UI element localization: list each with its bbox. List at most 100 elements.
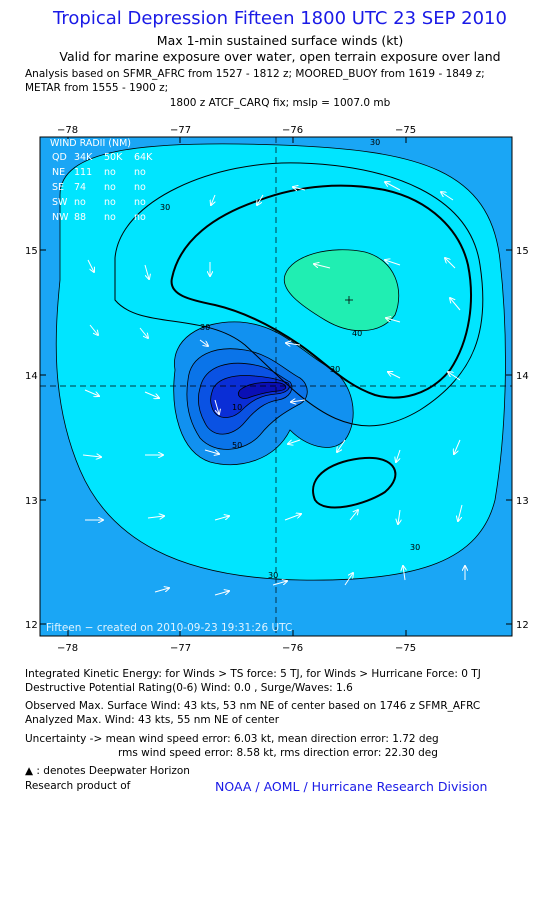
wind-vector-arrow [291,400,306,402]
wind-radii-cell: 88 [74,212,86,223]
wind-vector-arrow [293,187,306,190]
contour-label-30-nw: 30 [160,203,170,212]
wind-vector-arrow [214,516,229,521]
deepwater-legend: ▲ : denotes Deepwater Horizon [25,765,190,777]
lat-label-14-left: 14 [25,371,38,382]
analysis-sources: Analysis based on SFMR_AFRC from 1527 - … [25,67,485,95]
contour-label-30-s: 30 [268,571,278,580]
contour-label-30-se: 30 [410,543,420,552]
contour-label-30-w: 30 [200,323,210,332]
uncertainty-mean: Uncertainty -> mean wind speed error: 6.… [25,733,439,745]
wind-vector-arrow [445,258,456,269]
contour-lines [55,143,506,581]
wind-vector-arrow [403,566,405,581]
wind-vector-arrow [398,509,400,524]
uncertainty-rms: rms wind speed error: 8.58 kt, rms direc… [118,747,438,759]
wind-vector-arrow [337,439,346,452]
wind-vector-arrow [257,194,264,205]
contour-value-labels: 30 30 30 30 30 40 50 10 30 [160,138,420,580]
analysis-line-2: METAR from 1555 - 1900 z; [25,82,169,94]
creation-watermark: Fifteen − created on 2010-09-23 19:31:26… [46,622,292,634]
wind-radii-cell: no [104,182,116,193]
wind-vector-arrow [204,449,219,454]
wind-vector-arrow [144,264,149,279]
contour-label-40: 40 [352,329,362,338]
lon-label-76-bottom: −76 [282,643,303,654]
wind-vector-arrow [154,588,169,593]
lon-label-77-bottom: −77 [170,643,191,654]
wind-radii-cell: no [134,167,146,178]
contour-field: 30 30 30 30 30 40 50 10 30 [40,137,512,636]
lon-label-78-bottom: −78 [57,643,78,654]
wind-radii-cell: no [104,167,116,178]
contour-label-50: 50 [232,441,242,450]
research-product: Research product of [25,780,131,792]
lon-labels-bottom: −78 −77 −76 −75 [57,643,416,654]
wind-vector-arrow [386,318,401,323]
wind-radii-cell: no [134,197,146,208]
lon-label-77-top: −77 [170,125,191,136]
wind-radii-cell: 74 [74,182,86,193]
wind-vector-arrow [147,516,164,518]
contour-lines-bold [170,184,472,509]
wind-radii-cell: 111 [74,167,92,178]
wind-field-map: 30 30 30 30 30 40 50 10 30 −78 −77 [25,125,529,654]
map-subtitle-units: Max 1-min sustained surface winds (kt) [156,33,404,48]
wind-radii-cell: NW [52,212,69,223]
wind-vector-arrow [199,339,208,346]
dpr-line: Destructive Potential Rating(0-6) Wind: … [25,682,353,694]
fix-line: 1800 z ATCF_CARQ fix; mslp = 1007.0 mb [169,97,391,109]
lat-label-14-right: 14 [516,371,529,382]
analyzed-max-wind: Analyzed Max. Wind: 43 kts, 55 nm NE of … [25,714,280,726]
wind-radii-cell: 34K [74,152,93,163]
contour-label-30-inner: 30 [330,365,340,374]
wind-vector-arrow [385,260,401,266]
wind-vector-arrow [441,192,454,201]
lat-label-15-left: 15 [25,246,38,257]
wind-vector-arrow [288,439,301,444]
contour-label-10: 10 [232,403,242,412]
wind-radii-cell: 50K [104,152,123,163]
lat-label-12-right: 12 [516,620,529,631]
wind-vector-arrow [450,298,461,311]
wind-vector-arrow [144,391,159,398]
noaa-aoml-credit: NOAA / AOML / Hurricane Research Divisio… [215,779,488,794]
wind-radii-cell: no [74,197,86,208]
lon-label-76-top: −76 [282,125,303,136]
contour-label-30-ne: 30 [370,138,380,147]
wind-vector-arrow [84,389,99,396]
map-title: Tropical Depression Fifteen 1800 UTC 23 … [53,8,507,29]
lat-label-15-right: 15 [516,246,529,257]
max-wind-marker [345,296,353,304]
observed-max-wind: Observed Max. Surface Wind: 43 kts, 53 n… [25,700,481,712]
wind-radii-title: WIND RADII (NM) [50,138,131,149]
ike-line: Integrated Kinetic Energy: for Winds > T… [25,668,481,680]
wind-radii-rows: QD 34K 50K 64K NE 111 no no SE 74 no no SW no no no NW 88… [52,152,153,223]
wind-vector-arrow [214,591,229,596]
wind-vector-arrow [272,581,287,586]
plot-frame [39,136,513,637]
wind-band-40-50 [284,249,399,331]
wind-vector-arrow [211,194,215,205]
analysis-line-1: Analysis based on SFMR_AFRC from 1527 - … [25,68,485,80]
wind-vector-arrow [396,449,401,462]
wind-vector-arrow [349,510,358,521]
wind-vector-arrow [344,573,353,586]
wind-vector-arrow [388,372,401,379]
wind-radii-cell: no [134,212,146,223]
lat-label-12-left: 12 [25,620,38,631]
oil-rig-icon: ▲ [25,765,34,777]
center-crosshair [40,137,512,636]
wind-vector-arrow [284,514,301,521]
wind-band-above-30-south [313,457,396,508]
wind-vector-arrow [82,455,101,457]
wind-vector-arrow [89,324,98,335]
lon-labels-top: −78 −77 −76 −75 [57,125,416,136]
wind-radii-cell: no [104,212,116,223]
lat-label-13-left: 13 [25,496,38,507]
wind-radii-cell: SW [52,197,68,208]
wind-vector-arrow [139,327,148,338]
wind-vectors [82,182,465,596]
wind-radii-cell: no [134,182,146,193]
wind-vector-arrow [448,372,461,381]
